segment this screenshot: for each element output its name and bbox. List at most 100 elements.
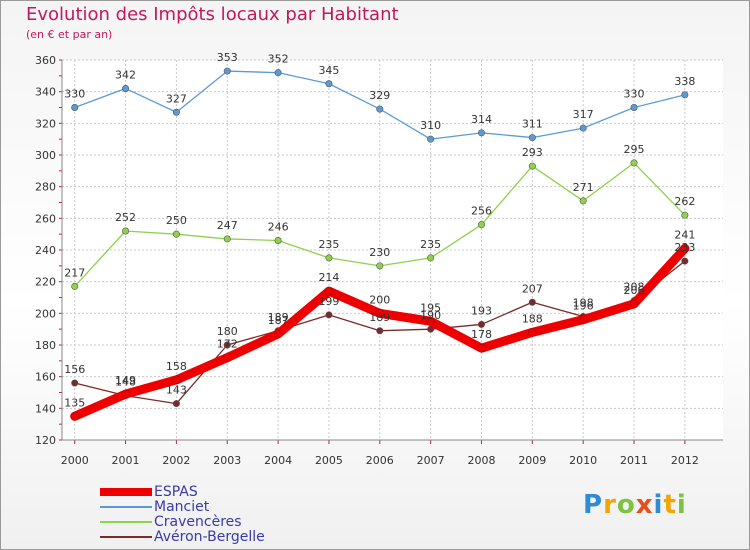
- data-point: [681, 91, 689, 99]
- x-tick-label: 2001: [112, 454, 140, 467]
- x-tick-label: 2006: [366, 454, 394, 467]
- data-label: 217: [64, 266, 85, 279]
- data-point: [172, 108, 180, 116]
- data-label: 180: [217, 325, 238, 338]
- data-point: [71, 104, 79, 112]
- data-point: [121, 389, 130, 399]
- data-point: [274, 237, 282, 245]
- legend-item-cravenceres: Cravencères: [100, 515, 265, 530]
- data-label: 172: [217, 338, 238, 351]
- data-label: 330: [64, 88, 85, 101]
- data-label: 327: [166, 92, 187, 105]
- chart-title: Evolution des Impôts locaux par Habitant: [26, 4, 399, 25]
- y-tick-label: 320: [35, 117, 56, 130]
- y-tick-label: 340: [35, 86, 56, 99]
- legend-swatch-averon-bergelle: [100, 536, 152, 538]
- legend-label-espas: ESPAS: [154, 484, 198, 500]
- data-point: [629, 299, 639, 309]
- data-point: [528, 162, 536, 170]
- data-point: [325, 80, 333, 88]
- data-label: 246: [268, 221, 289, 234]
- data-point: [376, 327, 384, 335]
- data-label: 256: [471, 205, 492, 218]
- data-label: 195: [420, 301, 441, 314]
- logo-letter: t: [663, 490, 677, 520]
- data-point: [427, 135, 435, 143]
- data-label: 187: [268, 314, 289, 327]
- legend-item-manciet: Manciet: [100, 500, 265, 515]
- data-point: [681, 257, 689, 265]
- logo-letter: o: [616, 490, 636, 520]
- data-label: 329: [369, 89, 390, 102]
- data-point: [376, 105, 384, 113]
- data-point: [528, 134, 536, 142]
- data-label: 235: [420, 238, 441, 251]
- data-point: [578, 315, 588, 324]
- legend-swatch-manciet: [100, 506, 152, 508]
- data-point: [70, 411, 80, 421]
- data-label: 247: [217, 219, 238, 232]
- data-label: 352: [268, 53, 289, 66]
- data-point: [528, 298, 536, 306]
- data-label: 230: [369, 246, 390, 259]
- data-point: [324, 286, 334, 296]
- y-tick-label: 120: [35, 434, 56, 447]
- data-label: 207: [522, 282, 543, 295]
- data-label: 214: [318, 271, 339, 284]
- data-point: [172, 400, 180, 408]
- x-tick-label: 2008: [467, 454, 495, 467]
- data-label: 198: [573, 297, 594, 310]
- proxiti-logo: Proxiti: [583, 490, 687, 520]
- logo-letter: i: [676, 490, 687, 520]
- data-point: [325, 254, 333, 262]
- data-label: 353: [217, 51, 238, 64]
- data-label: 206: [624, 284, 645, 297]
- data-label: 199: [318, 295, 339, 308]
- data-label: 135: [64, 396, 85, 409]
- data-label: 178: [471, 328, 492, 341]
- legend-label-averon-bergelle: Avéron-Bergelle: [154, 529, 265, 545]
- x-tick-label: 2009: [518, 454, 546, 467]
- data-label: 208: [624, 281, 645, 294]
- data-label: 188: [522, 312, 543, 325]
- legend-label-cravenceres: Cravencères: [154, 514, 242, 530]
- data-point: [122, 227, 130, 235]
- y-tick-label: 360: [35, 54, 56, 67]
- y-tick-label: 300: [35, 149, 56, 162]
- y-tick-label: 200: [35, 307, 56, 320]
- data-point: [223, 67, 231, 75]
- data-point: [172, 230, 180, 238]
- y-tick-label: 280: [35, 181, 56, 194]
- data-label: 148: [115, 376, 136, 389]
- logo-letter: x: [635, 490, 654, 520]
- x-tick-label: 2002: [162, 454, 190, 467]
- data-label: 338: [674, 75, 695, 88]
- data-label: 314: [471, 113, 492, 126]
- data-point: [477, 320, 485, 328]
- legend-item-averon-bergelle: Avéron-Bergelle: [100, 530, 265, 545]
- data-point: [477, 343, 486, 353]
- data-label: 233: [674, 241, 695, 254]
- data-point: [375, 309, 385, 318]
- data-point: [680, 244, 690, 253]
- legend-label-manciet: Manciet: [154, 499, 210, 515]
- y-tick-label: 260: [35, 212, 56, 225]
- data-label: 250: [166, 214, 187, 227]
- legend-item-espas: ESPAS: [100, 485, 265, 500]
- y-tick-label: 240: [35, 244, 56, 257]
- data-point: [223, 341, 231, 349]
- data-label: 156: [64, 363, 85, 376]
- data-point: [71, 282, 79, 290]
- chart-subtitle: (en € et par an): [26, 28, 113, 41]
- data-label: 190: [420, 309, 441, 322]
- data-label: 262: [674, 195, 695, 208]
- x-tick-label: 2010: [569, 454, 597, 467]
- data-label: 271: [573, 181, 594, 194]
- legend-swatch-cravenceres: [100, 521, 152, 523]
- x-tick-label: 2003: [213, 454, 241, 467]
- x-tick-label: 2005: [315, 454, 343, 467]
- data-point: [579, 124, 587, 132]
- data-point: [122, 85, 130, 93]
- logo-letter: r: [603, 490, 617, 520]
- y-tick-label: 180: [35, 339, 56, 352]
